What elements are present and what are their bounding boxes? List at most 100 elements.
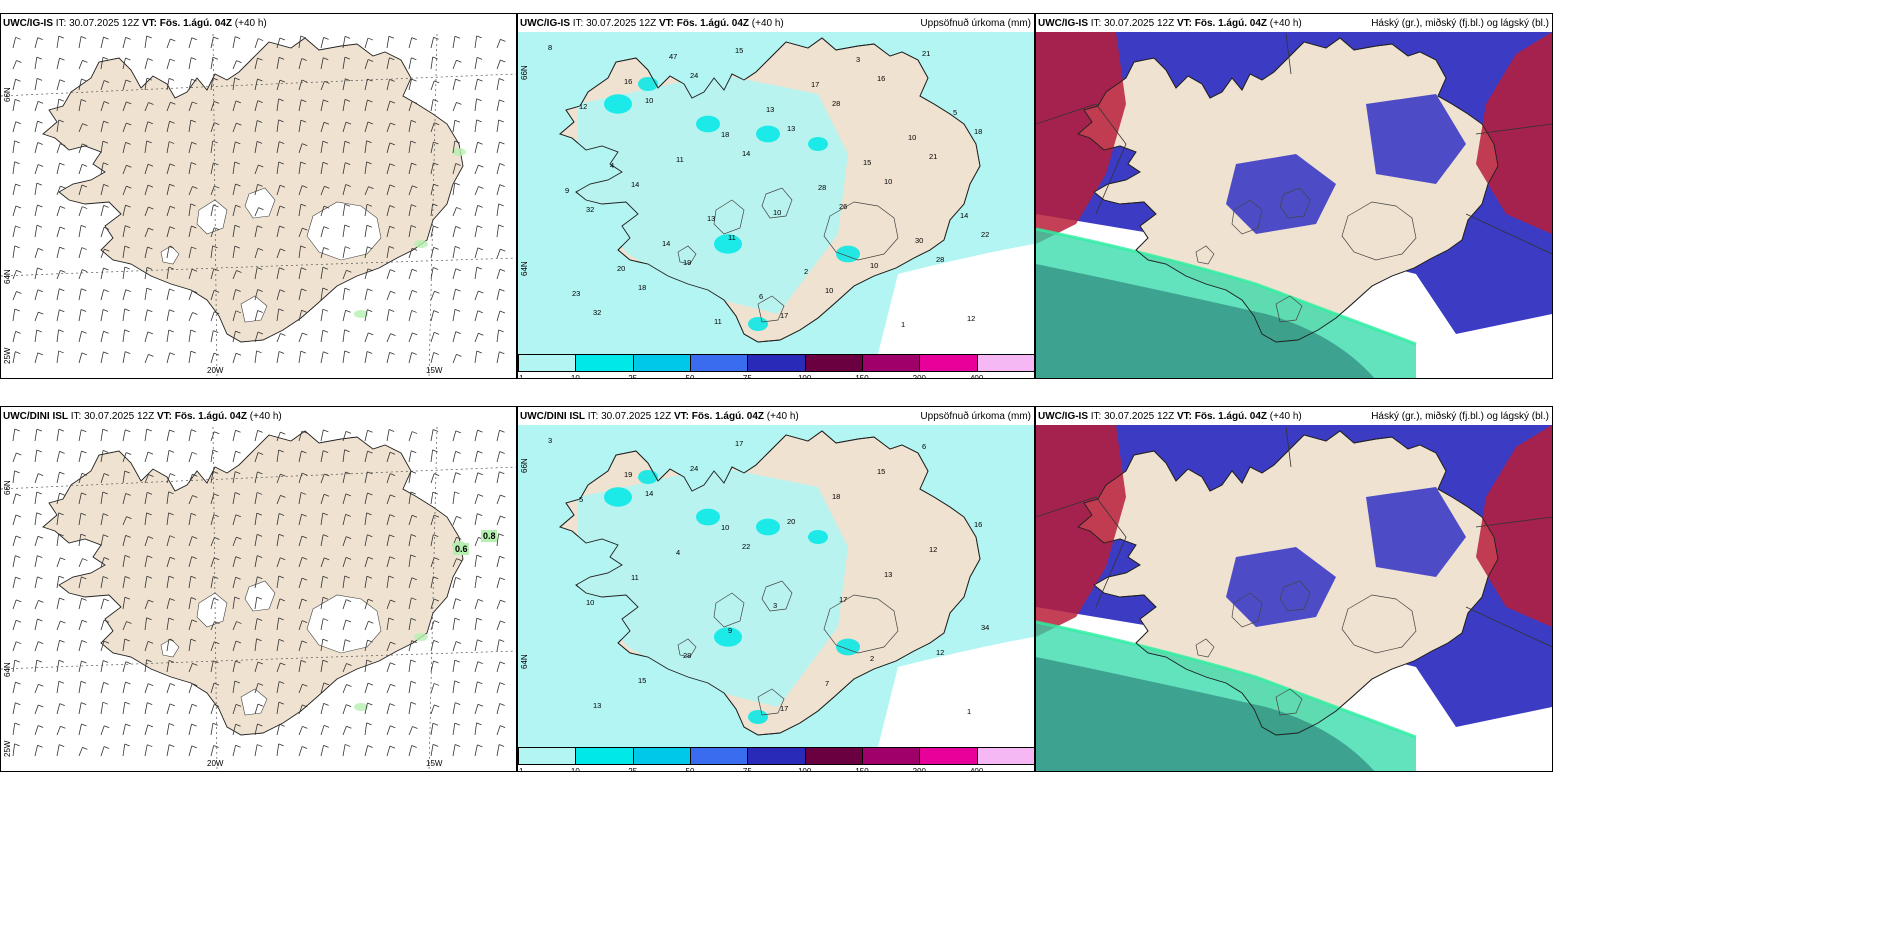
precip-value-label: 19: [683, 258, 691, 267]
precip-value-label: 6: [922, 442, 926, 451]
precipitation-map: 3142217121324201334151718121028171516119…: [518, 425, 1034, 747]
colorbar-tick-label: 25: [628, 374, 638, 379]
precip-value-label: 11: [631, 573, 639, 582]
panel-title: UWC/DINI ISL IT: 30.07.2025 12Z VT: Fös.…: [3, 411, 282, 422]
wind-barb-map: 0.6 0.8: [1, 426, 516, 771]
precip-value-label: 30: [915, 236, 923, 245]
coord-label-lat-64: 64N: [520, 261, 529, 276]
cloud-cover-map: [1036, 32, 1552, 378]
lat-lon-grid: [1, 33, 516, 378]
precip-value-label: 12: [936, 648, 944, 657]
colorbar-segment: [862, 747, 921, 765]
wind-max-label: 0.6: [455, 544, 468, 554]
precip-moderate-cell: [714, 627, 742, 647]
low-cloud-layer: [1036, 32, 1126, 244]
colorbar-tick-label: 1: [519, 767, 524, 772]
precip-value-label: 22: [981, 230, 989, 239]
precip-value-label: 32: [586, 205, 594, 214]
colorbar-segment: [518, 747, 577, 765]
precip-value-label: 16: [974, 520, 982, 529]
coord-label-lon-20: 20W: [207, 759, 224, 768]
panel-variable-title: Uppsöfnuð úrkoma (mm): [920, 18, 1031, 29]
precip-moderate-cell: [696, 115, 720, 133]
wind-map-panel-bottom: 0.6 0.8 UWC/DINI ISL IT: 30.07.2025 12Z V…: [0, 406, 517, 772]
glacier: [306, 594, 382, 654]
wind-map-panel-top: UWC/IG-IS IT: 30.07.2025 12Z VT: Fös. 1.…: [0, 13, 517, 379]
precipitation-map: 8101426283224131022181528213219171618141…: [518, 32, 1034, 354]
precip-value-label: 10: [586, 598, 594, 607]
glacier: [244, 187, 276, 219]
colorbar-segment: [632, 747, 691, 765]
precip-value-label: 9: [565, 186, 569, 195]
precip-value-label: 3: [773, 601, 777, 610]
precip-value-label: 4: [610, 161, 614, 170]
colorbar-segment: [632, 354, 691, 372]
precip-value-label: 10: [773, 208, 781, 217]
colorbar-segment: [976, 354, 1034, 372]
precip-value-label: 1: [901, 320, 905, 329]
precip-value-labels: 3142217121324201334151718121028171516119…: [548, 436, 989, 716]
precip-value-label: 14: [631, 180, 639, 189]
wind-speed-blob: [354, 703, 368, 711]
colorbar-tick-label: 50: [685, 767, 695, 772]
colorbar-segment: [575, 354, 634, 372]
precip-moderate-cell: [836, 638, 860, 656]
colorbar-tick-label: 75: [742, 374, 752, 379]
precip-value-label: 18: [832, 492, 840, 501]
precip-value-label: 28: [818, 183, 826, 192]
precip-value-label: 14: [645, 489, 653, 498]
precip-value-label: 14: [662, 239, 670, 248]
precip-moderate-cell: [756, 125, 780, 143]
precip-moderate-cell: [638, 470, 658, 484]
precip-value-label: 13: [766, 105, 774, 114]
wind-barbs: [12, 35, 506, 364]
precip-value-label: 17: [780, 704, 788, 713]
panel-title: UWC/DINI ISL IT: 30.07.2025 12Z VT: Fös.…: [520, 411, 799, 422]
precip-moderate-cell: [748, 317, 768, 331]
panel-title: UWC/IG-IS IT: 30.07.2025 12Z VT: Fös. 1.…: [1038, 18, 1302, 29]
cloud-map-panel-bottom: UWC/IG-IS IT: 30.07.2025 12Z VT: Fös. 1.…: [1035, 406, 1553, 772]
precip-value-label: 18: [638, 283, 646, 292]
colorbar-segment: [518, 354, 577, 372]
precip-value-label: 10: [645, 96, 653, 105]
precip-value-label: 12: [579, 102, 587, 111]
precip-map-panel-bottom: 3 14 22 17 12 13 24 20 13 34 15 17 18 12 10 28 17 15 16 11 9…: [517, 406, 1035, 772]
precip-value-label: 6: [759, 292, 763, 301]
precip-value-label: 10: [825, 286, 833, 295]
coord-label-lat-66: 66N: [3, 480, 12, 495]
colorbar-segment: [690, 747, 749, 765]
precip-value-label: 13: [884, 570, 892, 579]
colorbar-tick-label: 150: [855, 374, 869, 379]
precip-value-label: 15: [863, 158, 871, 167]
colorbar-tick-label: 25: [628, 767, 638, 772]
wind-speed-blob: [354, 310, 368, 318]
precip-value-label: 26: [839, 202, 847, 211]
coord-label-lat-66: 66N: [520, 65, 529, 80]
precip-moderate-cell: [748, 710, 768, 724]
precip-value-label: 19: [624, 470, 632, 479]
colorbar-tick-label: 200: [912, 767, 927, 772]
precip-value-label: 24: [690, 71, 698, 80]
precip-value-label: 21: [929, 152, 937, 161]
colorbar-segment: [575, 747, 634, 765]
colorbar-segment: [862, 354, 921, 372]
precip-colorbar: 1 10 25 50 75 100 150 200 400: [518, 354, 1034, 379]
panel-title: UWC/IG-IS IT: 30.07.2025 12Z VT: Fös. 1.…: [3, 18, 267, 29]
precip-value-label: 9: [728, 626, 732, 635]
precip-value-label: 47: [669, 52, 677, 61]
precip-value-label: 5: [579, 495, 583, 504]
precip-value-label: 22: [742, 542, 750, 551]
panel-title: UWC/IG-IS IT: 30.07.2025 12Z VT: Fös. 1.…: [1038, 411, 1302, 422]
precip-value-label: 24: [690, 464, 698, 473]
precip-overlay: [578, 467, 848, 707]
precip-value-label: 15: [735, 46, 743, 55]
precip-value-label: 13: [707, 214, 715, 223]
precip-value-label: 2: [870, 654, 874, 663]
precip-value-label: 5: [953, 108, 957, 117]
precip-value-label: 13: [787, 124, 795, 133]
precip-value-label: 4: [676, 548, 680, 557]
precip-value-label: 23: [572, 289, 580, 298]
colorbar-tick-label: 200: [912, 374, 927, 379]
precip-value-label: 34: [981, 623, 989, 632]
precip-value-label: 20: [617, 264, 625, 273]
